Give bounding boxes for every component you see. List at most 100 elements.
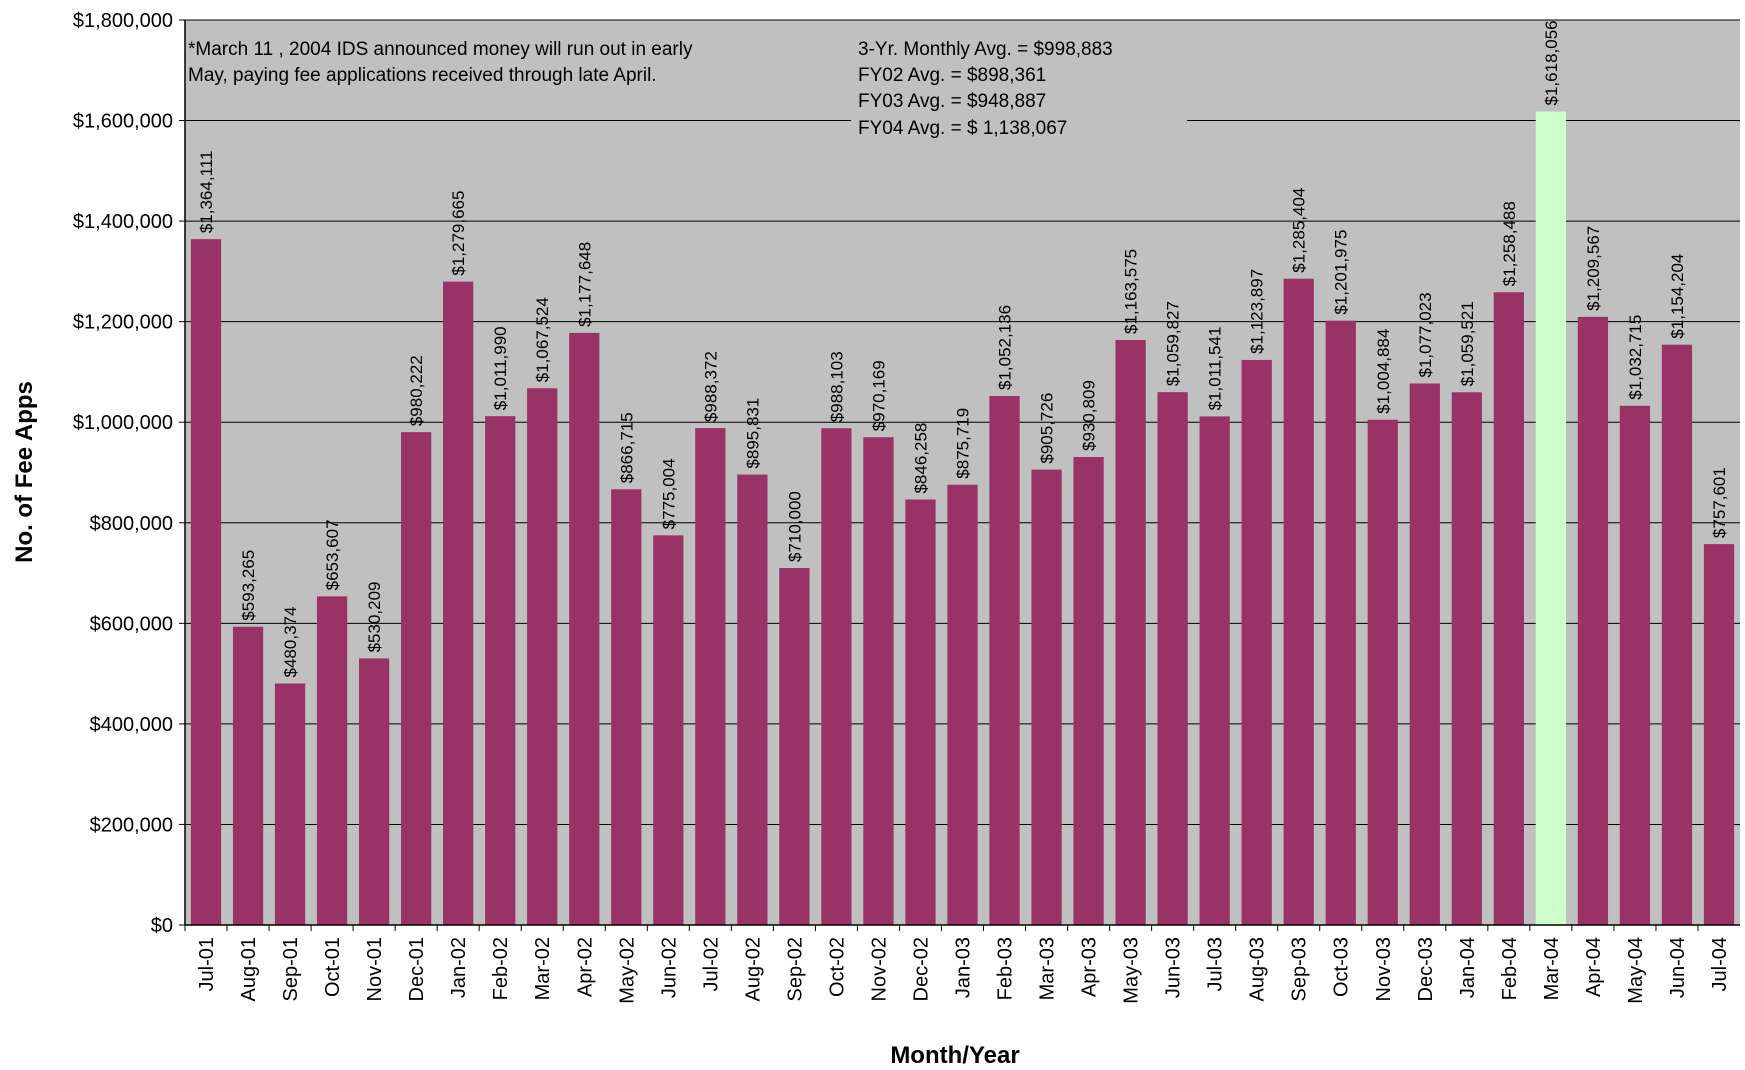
- bar-feb-02: [485, 416, 516, 925]
- annotation-avg-3yr: 3-Yr. Monthly Avg. = $998,883: [858, 39, 1113, 60]
- x-axis-ticks: Jul-01 Aug-01 Sep-01 Oct-01 Nov-01 Dec-01 Jan-…: [184, 925, 1731, 1004]
- bar-may-04: [1619, 405, 1651, 926]
- data-label-dec-02: $846,258: [911, 423, 930, 494]
- data-label-oct-03: $1,201,975: [1332, 230, 1351, 315]
- x-tick-label-oct-03: Oct-03: [1331, 937, 1353, 997]
- bar-dec-02: [905, 499, 936, 925]
- data-label-apr-04: $1,209,567: [1584, 226, 1603, 311]
- x-tick-label-mar-02: Mar-02: [532, 937, 554, 1000]
- x-tick-label-jun-04: Jun-04: [1667, 937, 1689, 998]
- data-label-jul-03: $1,011,541: [1206, 327, 1225, 411]
- annotation-note-line1: *March 11 , 2004 IDS announced money wil…: [188, 39, 693, 60]
- bar-oct-03: [1325, 320, 1356, 925]
- data-label-aug-03: $1,123,897: [1248, 269, 1267, 354]
- bars: [190, 111, 1735, 926]
- x-tick-label-aug-03: Aug-03: [1247, 937, 1269, 1002]
- y-axis-title: No. of Fee Apps: [11, 381, 38, 563]
- x-tick-label-dec-01: Dec-01: [406, 937, 428, 1001]
- y-tick-label: $1,800,000: [73, 10, 173, 32]
- data-label-oct-01: $653,607: [323, 519, 342, 590]
- data-label-aug-01: $593,265: [239, 550, 258, 621]
- bar-feb-04: [1493, 292, 1524, 925]
- data-label-nov-03: $1,004,884: [1374, 329, 1393, 414]
- x-tick-label-apr-04: Apr-04: [1583, 937, 1605, 997]
- bar-nov-02: [863, 437, 894, 925]
- annotation-avg-fy04: FY04 Avg. = $ 1,138,067: [858, 118, 1067, 139]
- y-tick-label: $200,000: [90, 814, 173, 836]
- x-tick-label-jun-03: Jun-03: [1163, 937, 1185, 998]
- bar-feb-03: [989, 396, 1020, 925]
- x-axis-title: Month/Year: [890, 1042, 1019, 1069]
- x-tick-label-jan-03: Jan-03: [953, 937, 975, 998]
- bar-dec-03: [1409, 383, 1440, 925]
- data-label-jul-02: $988,372: [701, 351, 720, 422]
- x-tick-label-jul-01: Jul-01: [196, 937, 218, 991]
- x-tick-label-feb-04: Feb-04: [1499, 937, 1521, 1000]
- bar-jan-02: [443, 281, 474, 925]
- data-label-jul-04: $757,601: [1710, 467, 1729, 538]
- x-tick-label-oct-01: Oct-01: [322, 937, 344, 997]
- data-label-jul-01: $1,364,111: [197, 151, 216, 234]
- bar-aug-02: [737, 474, 768, 925]
- data-labels: $1,364,111 $593,265 $480,374 $653,607 $530,2…: [197, 20, 1729, 677]
- y-tick-label: $1,600,000: [73, 111, 173, 133]
- bar-apr-02: [569, 332, 600, 925]
- y-tick-label: $400,000: [90, 714, 173, 736]
- bar-oct-01: [316, 596, 348, 925]
- x-tick-label-nov-02: Nov-02: [868, 937, 890, 1001]
- bar-jun-04: [1661, 344, 1693, 925]
- y-tick-label: $1,000,000: [73, 412, 173, 434]
- y-tick-label: $1,200,000: [73, 312, 173, 334]
- bar-jul-03: [1199, 416, 1230, 925]
- bar-jul-04: [1703, 544, 1735, 925]
- data-label-jan-02: $1,279,665: [449, 191, 468, 276]
- x-tick-label-jul-02: Jul-02: [700, 937, 722, 991]
- bar-may-03: [1115, 339, 1146, 925]
- x-tick-label-jul-04: Jul-04: [1709, 937, 1731, 991]
- data-label-oct-02: $988,103: [827, 351, 846, 422]
- x-tick-label-dec-02: Dec-02: [910, 937, 932, 1001]
- annotation-avg-fy03: FY03 Avg. = $948,887: [858, 91, 1046, 112]
- x-tick-label-sep-01: Sep-01: [280, 937, 302, 1002]
- y-axis-ticks: $0 $200,000 $400,000 $600,000 $800,000 $1,000…: [73, 10, 185, 937]
- x-tick-label-sep-02: Sep-02: [784, 937, 806, 1002]
- data-label-mar-02: $1,067,524: [533, 297, 552, 382]
- x-tick-label-oct-02: Oct-02: [826, 937, 848, 997]
- bar-jul-02: [695, 428, 726, 925]
- data-label-may-02: $866,715: [617, 412, 636, 483]
- x-tick-label-jan-04: Jan-04: [1457, 937, 1479, 998]
- data-label-feb-04: $1,258,488: [1500, 201, 1519, 286]
- bar-jan-03: [947, 484, 978, 925]
- data-label-mar-03: $905,726: [1038, 393, 1057, 464]
- data-label-jan-03: $875,719: [954, 408, 973, 479]
- x-tick-label-dec-03: Dec-03: [1415, 937, 1437, 1001]
- bar-jun-02: [653, 535, 684, 925]
- bar-jan-04: [1451, 392, 1482, 925]
- data-label-mar-04: $1,618,056: [1542, 20, 1561, 105]
- y-tick-label: $0: [151, 915, 173, 937]
- data-label-nov-02: $970,169: [869, 360, 888, 431]
- data-label-feb-03: $1,052,136: [996, 305, 1015, 390]
- data-label-sep-01: $480,374: [281, 607, 300, 678]
- bar-mar-02: [527, 388, 558, 925]
- bar-aug-01: [232, 626, 264, 925]
- averages-box: [851, 120, 1187, 142]
- bar-nov-01: [358, 658, 390, 925]
- x-tick-label-mar-03: Mar-03: [1037, 937, 1059, 1000]
- data-label-apr-03: $930,809: [1080, 380, 1099, 451]
- x-tick-label-nov-01: Nov-01: [364, 937, 386, 1001]
- bar-jun-03: [1157, 392, 1188, 925]
- data-label-jan-04: $1,059,521: [1458, 301, 1477, 386]
- data-label-sep-02: $710,000: [785, 491, 804, 562]
- x-tick-label-jul-03: Jul-03: [1205, 937, 1227, 991]
- data-label-may-04: $1,032,715: [1626, 315, 1645, 400]
- data-label-aug-02: $895,831: [743, 398, 762, 469]
- x-tick-label-may-04: May-04: [1625, 937, 1647, 1004]
- x-tick-label-aug-02: Aug-02: [742, 937, 764, 1002]
- x-tick-label-may-03: May-03: [1121, 937, 1143, 1004]
- x-tick-label-may-02: May-02: [616, 937, 638, 1004]
- data-label-sep-03: $1,285,404: [1290, 188, 1309, 273]
- data-label-apr-02: $1,177,648: [575, 242, 594, 327]
- bar-mar-03: [1031, 469, 1062, 925]
